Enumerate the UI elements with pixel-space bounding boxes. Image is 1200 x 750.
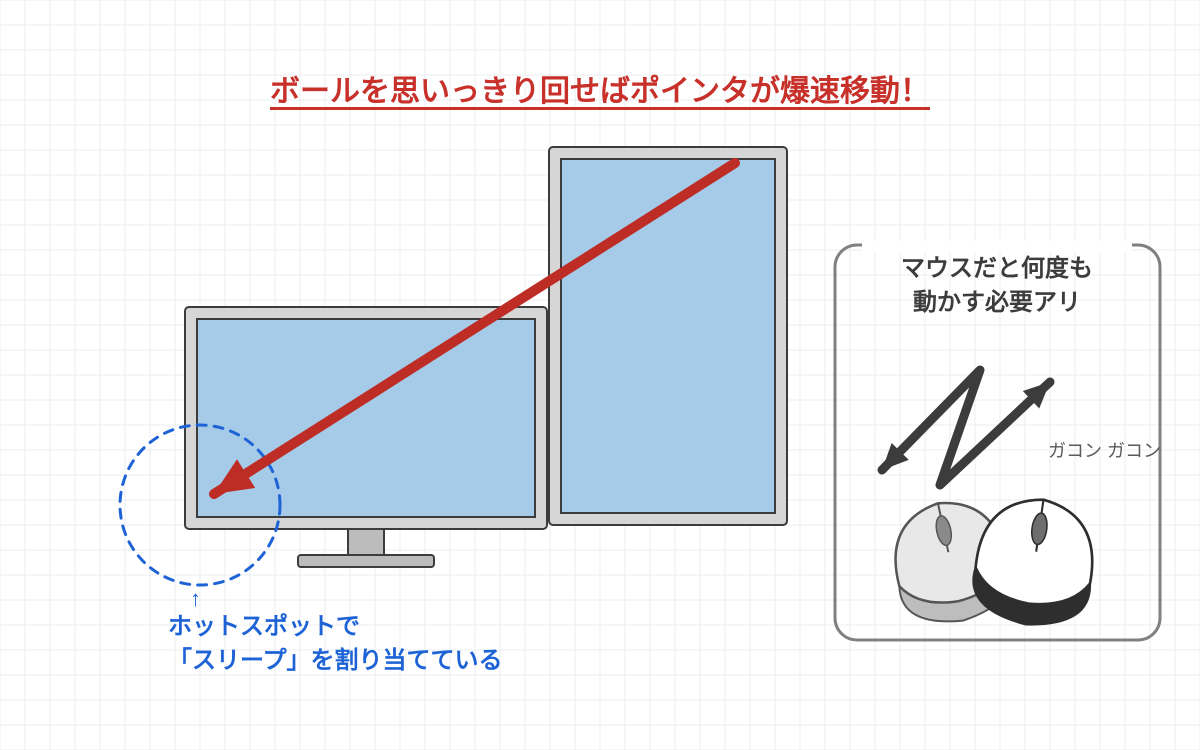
hotspot-label-line2: 「スリープ」を割り当てている	[168, 640, 503, 675]
mouse-sfx-text: ガコン ガコン	[1048, 437, 1161, 463]
hotspot-label-line1: ホットスポットで	[168, 606, 360, 641]
mouse-box-heading-line1: マウスだと何度も	[897, 248, 1097, 283]
mouse-box-heading-line2: 動かす必要アリ	[897, 282, 1097, 317]
monitor-portrait-screen	[561, 159, 775, 513]
title-text: ボールを思いっきり回せばポインタが爆速移動！	[0, 66, 1200, 110]
diagram-canvas: ボールを思いっきり回せばポインタが爆速移動！ ↑ ホットスポットで 「スリープ」…	[0, 0, 1200, 750]
